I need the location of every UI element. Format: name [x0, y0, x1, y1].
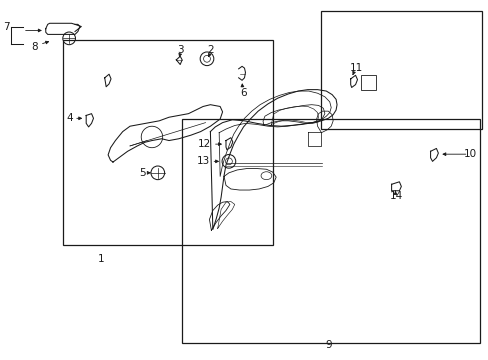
Bar — [182, 119, 479, 343]
Text: 14: 14 — [389, 191, 402, 201]
Text: 5: 5 — [139, 168, 146, 178]
Bar — [321, 11, 481, 129]
Bar — [63, 40, 272, 244]
Text: 8: 8 — [31, 42, 37, 51]
Bar — [361, 75, 375, 90]
Text: 6: 6 — [240, 88, 246, 98]
Text: 11: 11 — [349, 63, 363, 73]
Text: 3: 3 — [177, 45, 183, 55]
Text: 7: 7 — [3, 22, 10, 32]
Text: 1: 1 — [97, 254, 104, 264]
Text: 2: 2 — [206, 45, 213, 55]
Text: 13: 13 — [197, 156, 210, 166]
Text: 4: 4 — [66, 113, 73, 123]
Text: 10: 10 — [463, 149, 476, 159]
Text: 9: 9 — [325, 340, 331, 350]
Text: 12: 12 — [198, 139, 211, 149]
